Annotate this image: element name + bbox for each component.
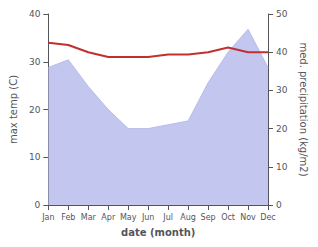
svg-text:med. precipitation (kg/m2): med. precipitation (kg/m2) — [298, 42, 309, 176]
svg-text:0: 0 — [276, 200, 282, 210]
svg-text:May: May — [120, 213, 137, 222]
svg-text:10: 10 — [29, 152, 41, 162]
svg-text:Jan: Jan — [41, 213, 54, 222]
svg-text:Dec: Dec — [260, 213, 275, 222]
svg-text:0: 0 — [35, 200, 41, 210]
svg-text:30: 30 — [276, 85, 288, 95]
svg-text:10: 10 — [276, 162, 288, 172]
svg-text:Feb: Feb — [61, 213, 75, 222]
svg-text:20: 20 — [276, 124, 288, 134]
svg-text:40: 40 — [29, 9, 41, 19]
svg-text:50: 50 — [276, 9, 288, 19]
svg-text:date (month): date (month) — [121, 227, 195, 238]
svg-text:Oct: Oct — [221, 213, 235, 222]
svg-text:20: 20 — [29, 105, 41, 115]
svg-text:40: 40 — [276, 47, 288, 57]
svg-text:30: 30 — [29, 57, 41, 67]
svg-text:Nov: Nov — [240, 213, 256, 222]
svg-text:max temp (C): max temp (C) — [8, 75, 19, 144]
svg-text:Apr: Apr — [101, 213, 116, 222]
svg-text:Sep: Sep — [201, 213, 216, 222]
svg-text:Mar: Mar — [81, 213, 97, 222]
svg-text:Jul: Jul — [162, 213, 173, 222]
svg-text:Aug: Aug — [180, 213, 196, 222]
svg-text:Jun: Jun — [141, 213, 155, 222]
